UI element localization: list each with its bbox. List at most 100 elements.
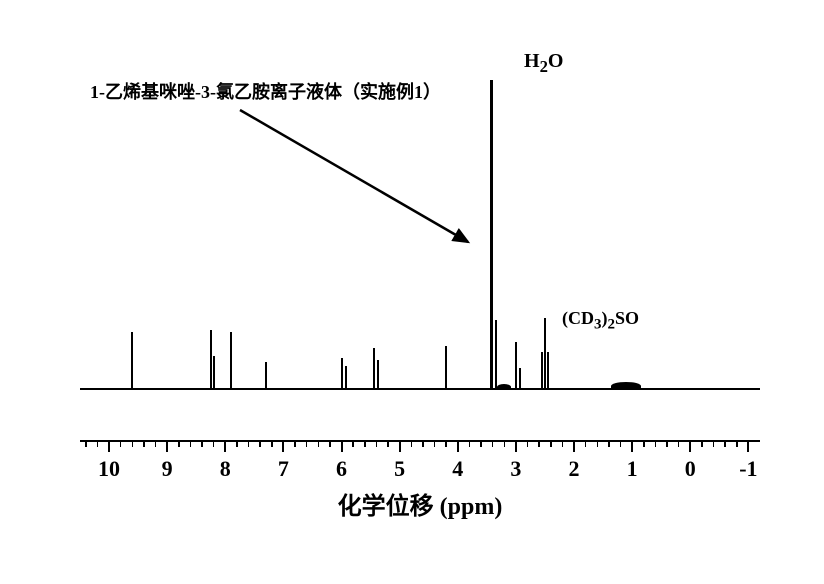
x-tick-minor [492,440,494,447]
x-tick-minor [259,440,261,447]
x-tick-label: 4 [452,456,463,482]
h2o-post: O [548,50,564,72]
x-tick-minor [469,440,471,447]
x-axis-title: 化学位移 (ppm) [338,486,503,521]
x-tick-minor [318,440,320,447]
x-tick-label: 0 [685,456,696,482]
spectrum-peak [515,342,517,390]
x-tick-minor [97,440,99,447]
x-tick-minor [236,440,238,447]
x-tick-minor [178,440,180,447]
x-tick-major [399,440,401,452]
h2o-annotation: H2O [524,50,563,77]
x-tick-major [341,440,343,452]
x-tick-major [282,440,284,452]
spectrum-peak [547,352,549,390]
x-tick-major [166,440,168,452]
x-tick-minor [643,440,645,447]
x-tick-major [747,440,749,452]
h2o-pre: H [524,50,540,72]
spectrum-peak [210,330,212,390]
dmso-sub1: 3 [594,317,602,333]
x-tick-major [224,440,226,452]
x-tick-minor [504,440,506,447]
x-tick-minor [376,440,378,447]
x-tick-major [689,440,691,452]
spectrum-peak [544,318,546,390]
x-tick-major [515,440,517,452]
x-tick-major [457,440,459,452]
x-tick-minor [132,440,134,447]
spectrum-peak [213,356,215,390]
spectrum-peak [131,332,133,390]
x-tick-minor [387,440,389,447]
spectrum-peak [519,368,521,390]
x-tick-minor [736,440,738,447]
spectrum-baseline [80,388,760,390]
x-tick-major [631,440,633,452]
x-tick-minor [306,440,308,447]
x-tick-minor [422,440,424,447]
x-tick-label: 6 [336,456,347,482]
x-tick-minor [608,440,610,447]
spectrum-peak [490,80,493,390]
x-tick-minor [678,440,680,447]
x-tick-minor [329,440,331,447]
x-tick-minor [190,440,192,447]
x-tick-label: 10 [98,456,120,482]
x-tick-minor [85,440,87,447]
spectrum-bump [497,384,511,390]
x-tick-minor [294,440,296,447]
spectrum-peak [445,346,447,390]
spectrum-peak [345,366,347,390]
x-tick-minor [724,440,726,447]
h2o-sub: 2 [540,57,548,76]
nmr-figure: 109876543210-1 化学位移 (ppm) 1-乙烯基咪唑-3-氯乙胺离… [0,0,824,584]
x-tick-label: 7 [278,456,289,482]
x-tick-minor [562,440,564,447]
x-tick-minor [213,440,215,447]
x-tick-minor [155,440,157,447]
x-tick-major [573,440,575,452]
x-tick-minor [597,440,599,447]
x-tick-minor [201,440,203,447]
x-tick-label: 8 [220,456,231,482]
x-tick-minor [143,440,145,447]
x-tick-minor [120,440,122,447]
x-tick-minor [411,440,413,447]
spectrum-peak [373,348,375,390]
x-tick-label: 2 [569,456,580,482]
spectrum-peak [265,362,267,390]
spectrum-peak [341,358,343,390]
dmso-post: SO [615,308,639,328]
x-tick-label: 1 [627,456,638,482]
x-tick-label: -1 [739,456,757,482]
x-axis: 109876543210-1 化学位移 (ppm) [80,430,760,550]
spectrum-peak [541,352,543,390]
plot-area [80,70,760,430]
x-tick-minor [527,440,529,447]
dmso-annotation: (CD3)2SO [562,308,639,334]
x-tick-minor [620,440,622,447]
x-tick-minor [480,440,482,447]
x-tick-minor [445,440,447,447]
x-tick-label: 3 [510,456,521,482]
x-tick-label: 9 [162,456,173,482]
x-tick-minor [271,440,273,447]
x-tick-minor [538,440,540,447]
spectrum-peak [495,320,497,390]
x-tick-minor [364,440,366,447]
spectrum-peak [230,332,232,390]
x-tick-minor [701,440,703,447]
x-tick-minor [550,440,552,447]
x-tick-minor [666,440,668,447]
spectrum-bump [611,382,641,390]
spectrum-peak [377,360,379,390]
compound-annotation: 1-乙烯基咪唑-3-氯乙胺离子液体（实施例1） [90,78,441,104]
x-tick-label: 5 [394,456,405,482]
x-tick-minor [352,440,354,447]
dmso-sub2: 2 [608,317,616,333]
x-tick-minor [655,440,657,447]
x-tick-minor [248,440,250,447]
x-tick-major [108,440,110,452]
